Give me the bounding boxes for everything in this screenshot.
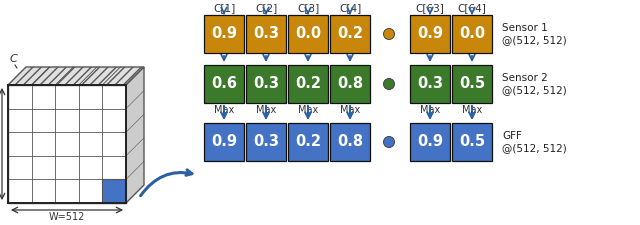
FancyBboxPatch shape: [330, 65, 370, 103]
Text: 0.8: 0.8: [337, 135, 363, 149]
Text: Max: Max: [214, 105, 234, 115]
Text: C[4]: C[4]: [339, 3, 361, 13]
FancyBboxPatch shape: [246, 15, 286, 53]
Text: 0.9: 0.9: [211, 27, 237, 41]
Text: Sensor 1
@(512, 512): Sensor 1 @(512, 512): [502, 23, 567, 45]
Text: Sensor 2
@(512, 512): Sensor 2 @(512, 512): [502, 73, 567, 95]
Text: 0.3: 0.3: [253, 135, 279, 149]
Text: Max: Max: [420, 105, 440, 115]
FancyBboxPatch shape: [410, 65, 450, 103]
Text: 0.0: 0.0: [295, 27, 321, 41]
Text: 0.9: 0.9: [417, 27, 443, 41]
Text: C[64]: C[64]: [458, 3, 486, 13]
Text: 0.9: 0.9: [417, 135, 443, 149]
Text: 0.2: 0.2: [337, 27, 363, 41]
FancyBboxPatch shape: [452, 65, 492, 103]
Text: C[3]: C[3]: [297, 3, 319, 13]
Text: 0.5: 0.5: [459, 135, 485, 149]
Text: GFF
@(512, 512): GFF @(512, 512): [502, 131, 567, 153]
Text: 0.6: 0.6: [211, 76, 237, 92]
Text: 0.9: 0.9: [211, 135, 237, 149]
FancyBboxPatch shape: [204, 15, 244, 53]
Polygon shape: [102, 179, 126, 203]
Text: Max: Max: [298, 105, 318, 115]
FancyBboxPatch shape: [246, 123, 286, 161]
FancyBboxPatch shape: [330, 123, 370, 161]
FancyBboxPatch shape: [452, 15, 492, 53]
FancyBboxPatch shape: [410, 123, 450, 161]
Text: 0.5: 0.5: [459, 76, 485, 92]
Text: C[1]: C[1]: [213, 3, 235, 13]
Text: C[2]: C[2]: [255, 3, 277, 13]
FancyBboxPatch shape: [288, 15, 328, 53]
FancyBboxPatch shape: [452, 123, 492, 161]
Circle shape: [383, 137, 394, 148]
Text: 0.2: 0.2: [295, 135, 321, 149]
FancyBboxPatch shape: [410, 15, 450, 53]
Text: 0.2: 0.2: [295, 76, 321, 92]
Circle shape: [383, 79, 394, 90]
FancyBboxPatch shape: [246, 65, 286, 103]
Text: 0.3: 0.3: [417, 76, 443, 92]
Text: Max: Max: [340, 105, 360, 115]
Text: 0.3: 0.3: [253, 76, 279, 92]
FancyBboxPatch shape: [204, 65, 244, 103]
Text: 0.0: 0.0: [459, 27, 485, 41]
FancyBboxPatch shape: [204, 123, 244, 161]
Polygon shape: [126, 67, 144, 203]
FancyBboxPatch shape: [288, 65, 328, 103]
Text: W=512: W=512: [49, 212, 85, 222]
Polygon shape: [8, 85, 126, 203]
Text: 0.8: 0.8: [337, 76, 363, 92]
Circle shape: [383, 29, 394, 40]
FancyBboxPatch shape: [330, 15, 370, 53]
Polygon shape: [8, 67, 144, 85]
Text: C: C: [10, 54, 18, 64]
FancyBboxPatch shape: [288, 123, 328, 161]
Text: Max: Max: [462, 105, 482, 115]
Text: Max: Max: [256, 105, 276, 115]
Text: C[63]: C[63]: [415, 3, 444, 13]
Text: 0.3: 0.3: [253, 27, 279, 41]
